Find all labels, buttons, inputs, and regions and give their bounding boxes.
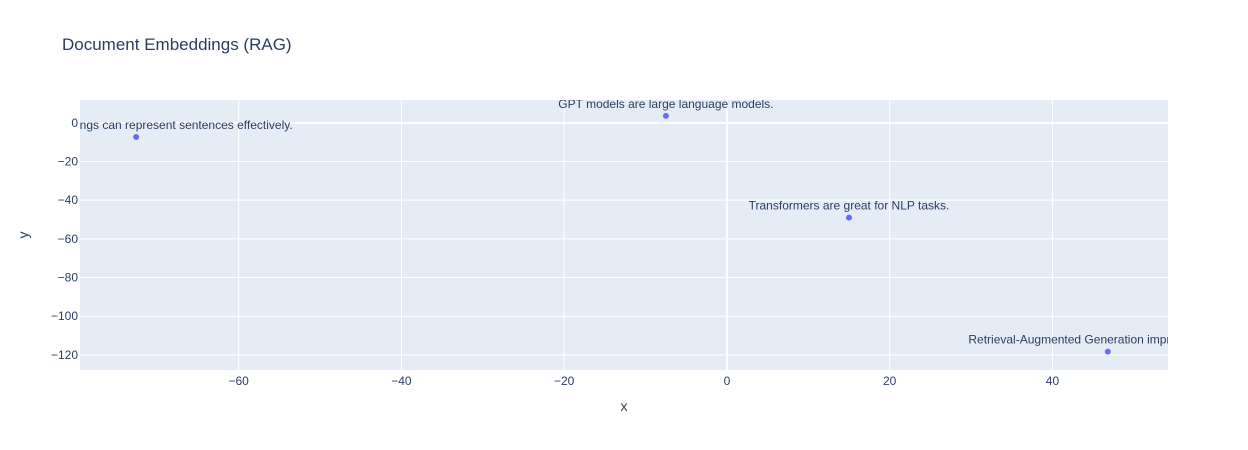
y-tick-label: −20 <box>58 155 79 169</box>
point-marker <box>846 214 853 221</box>
plot-area <box>80 100 1168 370</box>
data-point: GPT models are large language models. <box>558 97 774 119</box>
point-label: GPT models are large language models. <box>558 97 773 111</box>
point-marker <box>133 133 140 140</box>
gridlines <box>80 100 1168 370</box>
x-tick-label: −20 <box>554 374 575 388</box>
data-point: Sentence embeddings can represent senten… <box>0 118 293 140</box>
data-point: Retrieval-Augmented Generation improves … <box>968 333 1247 355</box>
x-tick-label: −40 <box>391 374 412 388</box>
data-point: Transformers are great for NLP tasks. <box>749 199 950 221</box>
y-axis-title: y <box>15 232 31 239</box>
chart-title: Document Embeddings (RAG) <box>62 35 292 54</box>
point-marker <box>662 112 669 119</box>
point-marker <box>1104 348 1111 355</box>
x-tick-label: 40 <box>1046 374 1060 388</box>
y-axis-ticks: 0 −20 −40 −60 −80 −100 −120 <box>51 116 78 362</box>
data-points: Sentence embeddings can represent senten… <box>0 97 1247 355</box>
point-label: Sentence embeddings can represent senten… <box>0 118 293 132</box>
x-tick-label: 20 <box>883 374 897 388</box>
y-tick-label: −120 <box>51 348 78 362</box>
point-label: Transformers are great for NLP tasks. <box>749 199 950 213</box>
x-tick-label: 0 <box>724 374 731 388</box>
y-tick-label: −100 <box>51 309 78 323</box>
point-label: Retrieval-Augmented Generation improves … <box>968 333 1247 347</box>
x-tick-label: −60 <box>229 374 250 388</box>
y-tick-label: −80 <box>58 271 79 285</box>
y-tick-label: −60 <box>58 232 79 246</box>
x-axis-ticks: −60 −40 −20 0 20 40 <box>229 374 1060 388</box>
y-tick-label: −40 <box>58 193 79 207</box>
x-axis-title: x <box>621 398 628 414</box>
y-tick-label: 0 <box>71 116 78 130</box>
